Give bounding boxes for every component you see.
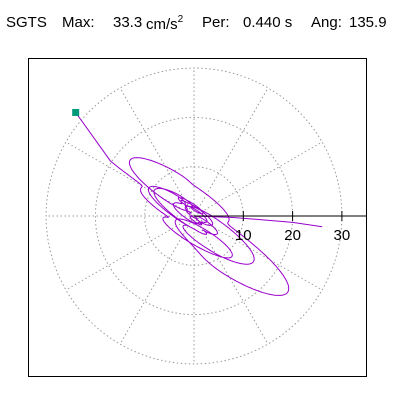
ang-value: 135.9 xyxy=(349,14,387,31)
orbit-tail xyxy=(193,215,323,228)
plot-frame xyxy=(28,58,367,377)
radial-tick-label-30: 30 xyxy=(334,227,351,244)
station-name: SGTS xyxy=(6,14,47,31)
max-unit: cm/s2 xyxy=(146,14,183,33)
ang-label: Ang: xyxy=(311,14,342,31)
per-label: Per: xyxy=(202,14,230,31)
chart-title: SGTS Max: 33.3 cm/s2 Per: 0.440 s Ang: 1… xyxy=(6,14,400,38)
orbit-trace xyxy=(75,112,290,296)
radial-tick-label-20: 20 xyxy=(284,227,301,244)
peak-marker xyxy=(72,108,80,116)
grid-spoke-300 xyxy=(193,215,269,345)
max-unit-text: cm/s xyxy=(146,16,178,33)
per-value: 0.440 s xyxy=(243,14,293,31)
max-value: 33.3 xyxy=(113,14,143,31)
grid-spoke-60 xyxy=(193,87,269,217)
grid-spoke-30 xyxy=(193,141,323,217)
radial-axis: 10 20 30 xyxy=(194,211,366,244)
max-unit-exponent: 2 xyxy=(177,14,184,25)
max-label: Max: xyxy=(62,14,95,31)
grid-spoke-210 xyxy=(65,215,195,291)
trace-group xyxy=(72,108,323,296)
radial-tick-label-10: 10 xyxy=(235,227,252,244)
grid-spoke-150 xyxy=(65,141,195,217)
grid-spoke-120 xyxy=(119,87,195,217)
